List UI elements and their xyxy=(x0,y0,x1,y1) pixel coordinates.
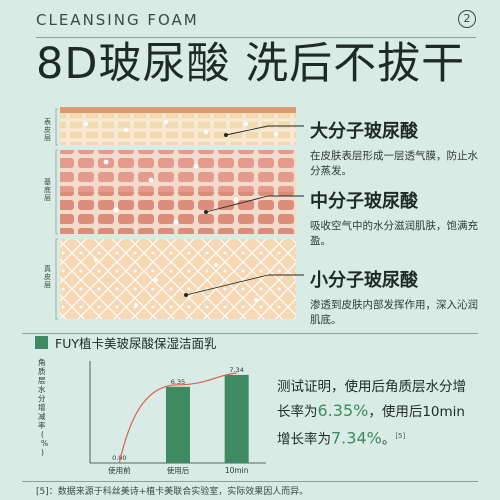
result-citation: [5] xyxy=(395,432,406,440)
result-line2: ，使用后10min增长率为 xyxy=(277,404,465,448)
product-divider xyxy=(22,333,478,334)
result-line1: 测试证明，使用后角质层水分增长率为 xyxy=(277,379,466,420)
layer-label-epidermis: 表皮层 xyxy=(44,118,51,142)
result-value2: 7.34% xyxy=(331,428,382,448)
footer-divider xyxy=(22,481,478,482)
layer-label-basal: 基底层 xyxy=(44,178,51,202)
result-end: 。 xyxy=(381,431,396,448)
callout-title: 中分子玻尿酸 xyxy=(310,191,418,212)
callout-medium-molecule: 中分子玻尿酸 吸收空气中的水分滋润肌肤，饱满充盈。 xyxy=(310,187,480,249)
trend-curve xyxy=(118,372,237,464)
callout-large-molecule: 大分子玻尿酸 在皮肤表层形成一层透气膜，防止水分蒸发。 xyxy=(310,117,480,179)
callout-small-molecule: 小分子玻尿酸 渗透到皮肤内部发挥作用，深入沁润肌底。 xyxy=(310,266,480,328)
product-name: FUY植卡美玻尿酸保湿洁面乳 xyxy=(55,336,217,351)
moisture-chart: 角质层水分增减率(%) 0.00 使用前 6.35 使用后 7.34 10min xyxy=(38,357,266,475)
y-axis-label: 角质层水分增减率(%) xyxy=(38,357,48,457)
skin-layers-diagram xyxy=(55,107,304,320)
callout-title: 小分子玻尿酸 xyxy=(310,270,418,291)
top-divider xyxy=(36,37,476,38)
page-number-badge: 2 xyxy=(458,10,476,28)
x-tick-label: 使用前 xyxy=(108,465,131,475)
x-tick-label: 使用后 xyxy=(167,465,190,475)
callout-desc: 吸收空气中的水分滋润肌肤，饱满充盈。 xyxy=(310,220,478,247)
page-headline: 8D玻尿酸 洗后不拔干 xyxy=(36,39,466,89)
bar-1 xyxy=(166,386,190,463)
bar-value-label: 7.34 xyxy=(229,366,243,374)
epidermis-layer xyxy=(60,113,296,145)
molecule-dots xyxy=(83,119,279,307)
bar-2 xyxy=(224,374,249,463)
footer-note: [5]：数据来源于科丝美诗+植卡美联合实验室，实际效果因人而异。 xyxy=(36,487,309,497)
layer-label-dermis: 真皮层 xyxy=(44,265,51,289)
callout-desc: 在皮肤表层形成一层透气膜，防止水分蒸发。 xyxy=(310,150,478,177)
bar-value-label: 6.35 xyxy=(171,378,185,386)
x-tick-label: 10min xyxy=(225,466,249,475)
callout-desc: 渗透到皮肤内部发挥作用，深入沁润肌底。 xyxy=(310,299,478,326)
bar-value-label: 0.00 xyxy=(112,454,126,462)
dermis-layer xyxy=(60,239,296,319)
header-title: CLEANSING FOAM xyxy=(36,11,199,29)
callout-title: 大分子玻尿酸 xyxy=(310,121,418,142)
result-value1: 6.35% xyxy=(317,401,369,420)
result-text: 测试证明，使用后角质层水分增长率为6.35%，使用后10min增长率为7.34%… xyxy=(277,375,477,452)
product-marker xyxy=(35,336,48,349)
